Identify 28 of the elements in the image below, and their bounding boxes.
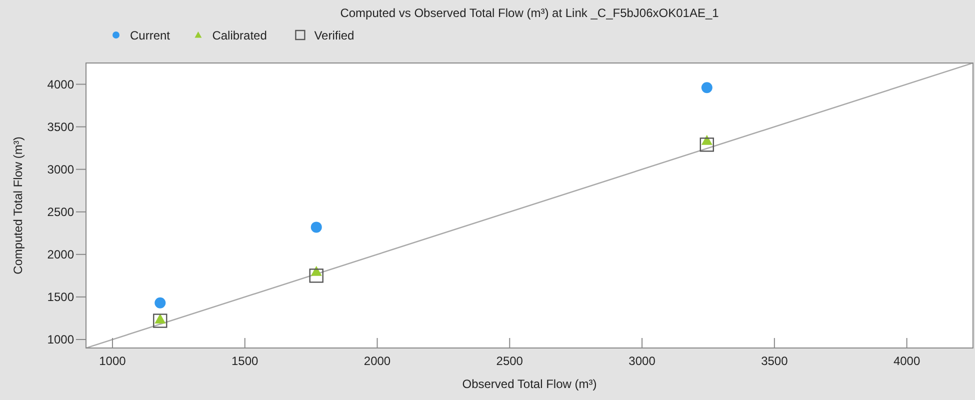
chart-title: Computed vs Observed Total Flow (m³) at Link _C_F5bJ06xOK01AE_1 [340,6,720,20]
legend-label: Calibrated [212,28,267,42]
point [153,314,168,328]
y-tick-label: 1500 [47,290,74,304]
point [310,222,322,233]
x-tick-label: 3500 [761,354,788,368]
point [309,268,324,283]
x-tick-label: 3000 [628,354,656,368]
x-tick-label: 1000 [99,354,126,368]
point [701,82,712,94]
y-tick-label: 4000 [47,77,74,92]
y-tick-label: 3500 [47,120,74,134]
point [154,297,166,308]
point [154,314,166,324]
y-tick-label: 1000 [47,332,74,346]
y-axis-title: Computed Total Flow (m³) [11,136,25,274]
point [700,138,714,152]
point [310,266,322,276]
y-tick-label: 2500 [47,204,74,219]
x-tick-label: 2500 [496,354,524,368]
legend-label: Verified [314,28,354,42]
x-tick-label: 1500 [232,354,259,368]
x-axis-title: Observed Total Flow (m³) [462,377,597,391]
x-tick-label: 4000 [893,354,920,368]
y-tick-label: 3000 [47,162,74,176]
y-tick-label: 2000 [47,247,74,262]
x-tick-label: 2000 [364,354,391,368]
legend-label: Current [130,28,171,42]
